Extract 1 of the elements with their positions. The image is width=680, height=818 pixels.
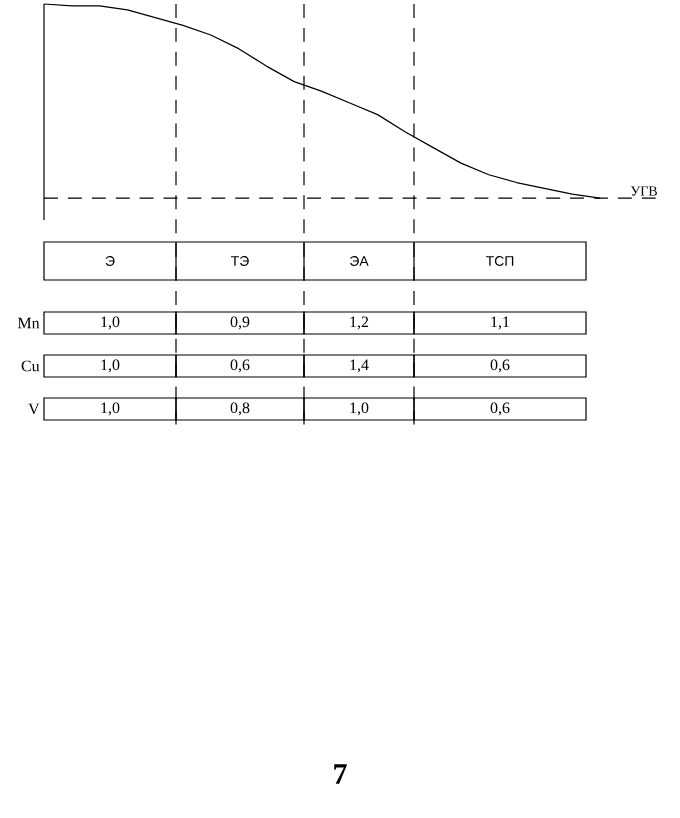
text: 7 (334, 764, 347, 784)
